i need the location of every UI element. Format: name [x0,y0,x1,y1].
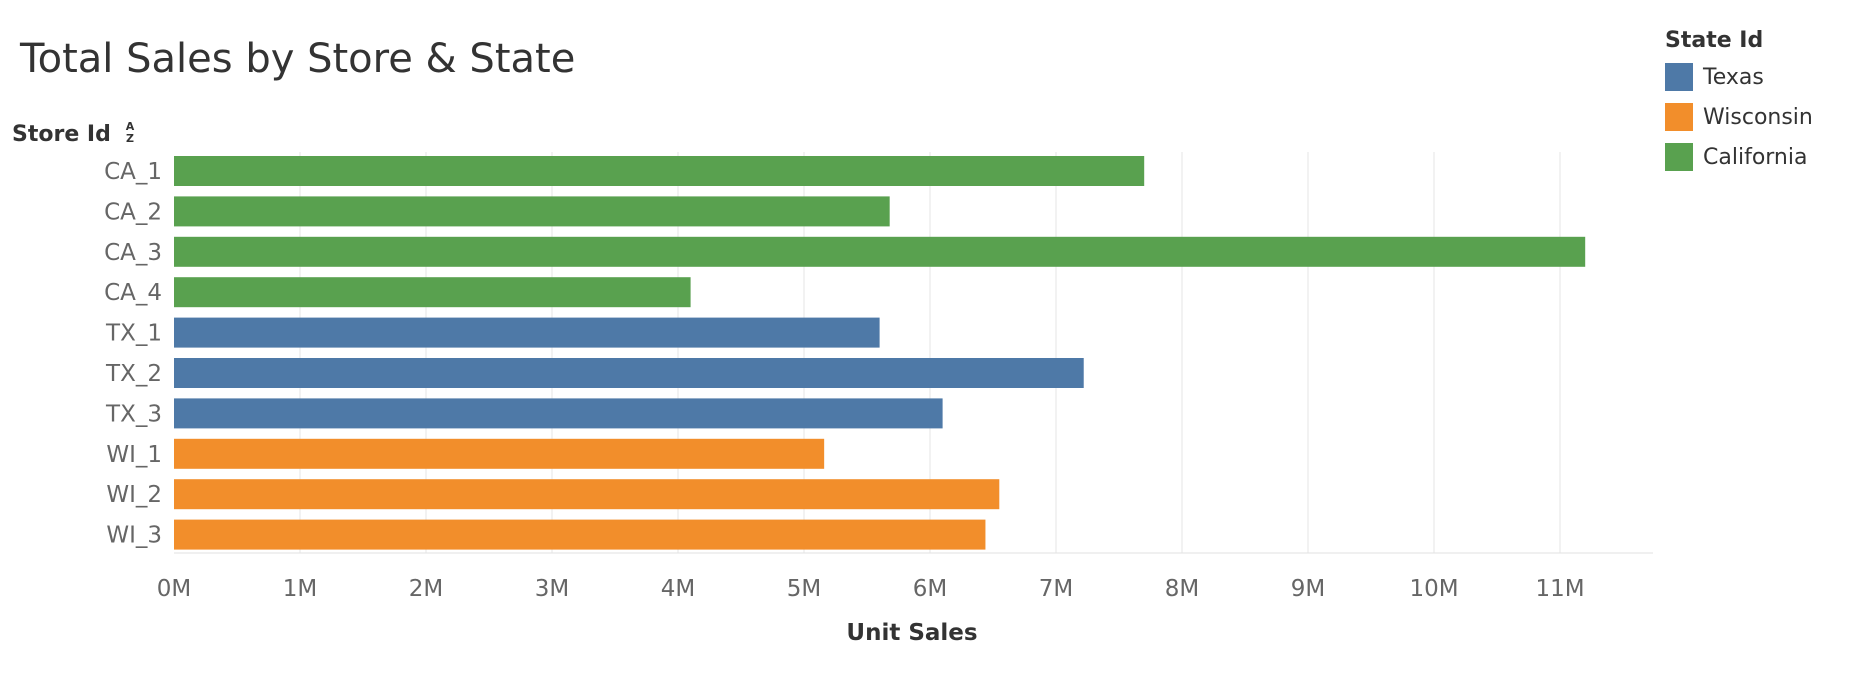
bar-wi-3[interactable] [174,519,986,550]
y-category-label: TX_3 [105,401,162,427]
bar-tx-3[interactable] [174,398,943,429]
legend-title: State Id [1665,28,1764,53]
axes: 0M 1M 2M 3M 4M 5M 6M 7M 8M 9M 10M 11M CA_1 CA_2 CA_3 CA… [104,159,1653,602]
x-tick-label: 8M [1165,576,1199,602]
legend-label-texas: Texas [1703,64,1764,90]
store-id-header[interactable]: Store Id A Z [12,120,137,150]
y-category-label: WI_2 [106,482,162,508]
x-tick-label: 2M [409,576,443,602]
y-category-label: CA_1 [104,159,162,185]
x-tick-label: 1M [283,576,317,602]
y-category-label: WI_3 [106,523,162,549]
x-tick-label: 5M [787,576,821,602]
legend-item-texas[interactable]: Texas [1665,63,1845,91]
legend-label-california: California [1703,144,1808,170]
y-category-label: TX_2 [105,361,162,387]
bar-tx-1[interactable] [174,317,880,348]
y-category-label: CA_3 [104,240,162,266]
y-category-label: CA_4 [104,280,162,306]
svg-text:Z: Z [126,132,134,144]
store-id-header-label: Store Id [12,122,111,147]
legend-swatch-wisconsin [1665,103,1693,131]
x-tick-label: 7M [1039,576,1073,602]
x-tick-label: 11M [1535,576,1584,602]
svg-text:A: A [125,120,134,133]
x-tick-label: 10M [1409,576,1458,602]
bar-tx-2[interactable] [174,358,1084,388]
legend-swatch-california [1665,143,1693,171]
y-category-label: TX_1 [105,321,162,347]
bar-ca-3[interactable] [174,236,1586,267]
bars [174,156,1586,550]
x-tick-label: 0M [157,576,191,602]
x-tick-label: 9M [1291,576,1325,602]
legend: State Id Texas Wisconsin California [1665,28,1845,183]
bar-ca-1[interactable] [174,156,1145,186]
bar-wi-2[interactable] [174,479,1000,510]
x-tick-label: 3M [535,576,569,602]
x-tick-label: 6M [913,576,947,602]
bar-wi-1[interactable] [174,438,825,469]
y-category-label: CA_2 [104,199,162,225]
bar-ca-2[interactable] [174,196,890,227]
legend-swatch-texas [1665,63,1693,91]
chart-title: Total Sales by Store & State [20,36,576,82]
legend-item-california[interactable]: California [1665,143,1845,171]
x-tick-label: 4M [661,576,695,602]
legend-item-wisconsin[interactable]: Wisconsin [1665,103,1845,131]
y-category-label: WI_1 [106,442,162,468]
sort-ascending-icon[interactable]: A Z [123,120,137,150]
legend-label-wisconsin: Wisconsin [1703,104,1813,130]
bar-ca-4[interactable] [174,277,691,308]
x-axis-title: Unit Sales [846,620,977,646]
